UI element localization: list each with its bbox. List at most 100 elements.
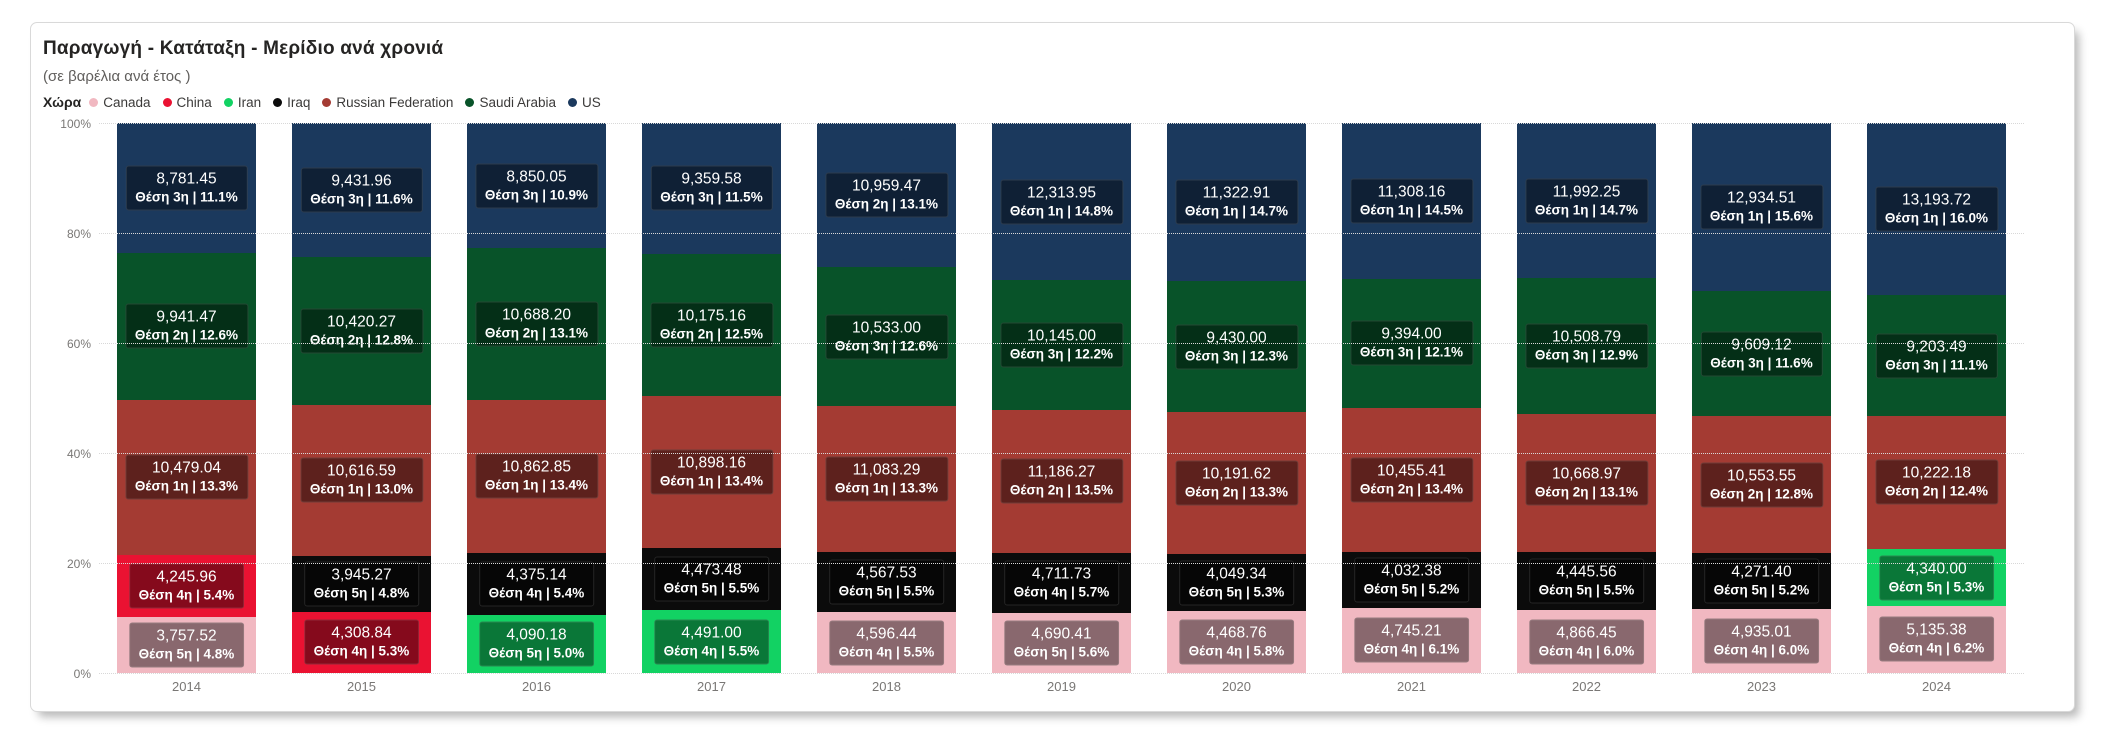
bar-segment-us-2024[interactable]: 13,193.72 Θέση 1η | 16.0% [1867, 123, 2006, 296]
bar-segment-iraq-2019[interactable]: 4,711.73 Θέση 4η | 5.7% [992, 552, 1131, 614]
bar-segment-iran-2017[interactable]: 4,491.00 Θέση 4η | 5.5% [642, 610, 781, 673]
bar-segment-iran-2016[interactable]: 4,090.18 Θέση 5η | 5.0% [467, 615, 606, 673]
bar-slot-2015: 4,308.84 Θέση 4η | 5.3% 3,945.27 Θέση 5η | … [274, 123, 449, 673]
segment-value-label: 4,049.34 [1206, 565, 1267, 582]
bar-segment-iraq-2017[interactable]: 4,473.48 Θέση 5η | 5.5% [642, 547, 781, 611]
segment-rank-label: Θέση 1η | 14.5% [1359, 202, 1464, 218]
bar-segment-saudi-arabia-2014[interactable]: 9,941.47 Θέση 2η | 12.6% [117, 252, 256, 400]
bar-segment-russian-federation-2017[interactable]: 10,898.16 Θέση 1η | 13.4% [642, 395, 781, 548]
bar-segment-us-2021[interactable]: 11,308.16 Θέση 1η | 14.5% [1342, 123, 1481, 279]
y-axis-label: 80% [66, 227, 91, 241]
segment-rank-label: Θέση 3η | 10.9% [484, 187, 589, 203]
bar-segment-canada-2020[interactable]: 4,468.76 Θέση 4η | 5.8% [1167, 610, 1306, 673]
bar-segment-russian-federation-2014[interactable]: 10,479.04 Θέση 1η | 13.3% [117, 399, 256, 555]
segment-value-label: 10,222.18 [1902, 464, 1971, 482]
segment-rank-label: Θέση 2η | 12.4% [1884, 483, 1989, 499]
segment-value-label: 4,935.01 [1731, 623, 1792, 641]
bar-segment-saudi-arabia-2019[interactable]: 10,145.00 Θέση 3η | 12.2% [992, 280, 1131, 410]
bar-segment-china-2014[interactable]: 4,245.96 Θέση 4η | 5.4% [117, 554, 256, 618]
bar-segment-us-2022[interactable]: 11,992.25 Θέση 1η | 14.7% [1517, 123, 1656, 279]
bar-segment-us-2019[interactable]: 12,313.95 Θέση 1η | 14.8% [992, 123, 1131, 281]
bar-segment-russian-federation-2015[interactable]: 10,616.59 Θέση 1η | 13.0% [292, 405, 431, 556]
bar-2024: 5,135.38 Θέση 4η | 6.2% 4,340.00 Θέση 5η | … [1867, 123, 2006, 673]
bar-segment-china-2015[interactable]: 4,308.84 Θέση 4η | 5.3% [292, 611, 431, 673]
segment-rank-label: Θέση 1η | 13.3% [834, 480, 939, 496]
bar-segment-saudi-arabia-2020[interactable]: 9,430.00 Θέση 3η | 12.3% [1167, 280, 1306, 413]
bar-segment-iraq-2022[interactable]: 4,445.56 Θέση 5η | 5.5% [1517, 552, 1656, 610]
legend: Χώρα Canada China Iran Iraq Russian Federati… [43, 94, 2060, 110]
bar-segment-saudi-arabia-2018[interactable]: 10,533.00 Θέση 3η | 12.6% [817, 267, 956, 407]
bar-segment-us-2017[interactable]: 9,359.58 Θέση 3η | 11.5% [642, 123, 781, 254]
bar-segment-russian-federation-2024[interactable]: 10,222.18 Θέση 2η | 12.4% [1867, 415, 2006, 550]
legend-label: Saudi Arabia [479, 94, 556, 110]
segment-value-label: 4,567.53 [856, 564, 917, 582]
segment-rank-label: Θέση 5η | 5.2% [1713, 582, 1810, 598]
bar-segment-us-2016[interactable]: 8,850.05 Θέση 3η | 10.9% [467, 123, 606, 249]
bar-segment-canada-2024[interactable]: 5,135.38 Θέση 4η | 6.2% [1867, 605, 2006, 673]
bar-segment-iraq-2015[interactable]: 3,945.27 Θέση 5η | 4.8% [292, 555, 431, 612]
bar-segment-russian-federation-2018[interactable]: 11,083.29 Θέση 1η | 13.3% [817, 406, 956, 553]
bar-slot-2024: 5,135.38 Θέση 4η | 6.2% 4,340.00 Θέση 5η | … [1849, 123, 2024, 673]
bar-segment-us-2023[interactable]: 12,934.51 Θέση 1η | 15.6% [1692, 123, 1831, 292]
segment-rank-label: Θέση 3η | 11.1% [135, 189, 238, 205]
bar-segment-saudi-arabia-2023[interactable]: 9,609.12 Θέση 3η | 11.6% [1692, 291, 1831, 417]
legend-item-canada[interactable]: Canada [89, 95, 151, 110]
bar-segment-canada-2018[interactable]: 4,596.44 Θέση 4η | 5.5% [817, 612, 956, 673]
bar-segment-canada-2014[interactable]: 3,757.52 Θέση 5η | 4.8% [117, 617, 256, 673]
x-axis-label-2020: 2020 [1222, 679, 1251, 694]
legend-item-iran[interactable]: Iran [223, 95, 261, 110]
bar-segment-iraq-2021[interactable]: 4,032.38 Θέση 5η | 5.2% [1342, 552, 1481, 608]
bar-segment-iraq-2016[interactable]: 4,375.14 Θέση 4η | 5.4% [467, 553, 606, 616]
segment-rank-label: Θέση 3η | 11.6% [1710, 355, 1813, 371]
segment-label-chip: 4,690.41 Θέση 5η | 5.6% [1003, 620, 1120, 666]
bar-segment-russian-federation-2022[interactable]: 10,668.97 Θέση 2η | 13.1% [1517, 414, 1656, 553]
bar-segment-iraq-2023[interactable]: 4,271.40 Θέση 5η | 5.2% [1692, 553, 1831, 609]
segment-rank-label: Θέση 4η | 5.8% [1188, 643, 1285, 659]
segment-rank-label: Θέση 3η | 12.2% [1009, 346, 1114, 362]
legend-item-saudi-arabia[interactable]: Saudi Arabia [465, 95, 556, 110]
bar-segment-saudi-arabia-2017[interactable]: 10,175.16 Θέση 2η | 12.5% [642, 253, 781, 396]
legend-item-us[interactable]: US [568, 95, 601, 110]
bar-segment-us-2015[interactable]: 9,431.96 Θέση 3η | 11.6% [292, 123, 431, 257]
segment-value-label: 9,359.58 [681, 170, 742, 188]
bar-segment-iran-2024[interactable]: 4,340.00 Θέση 5η | 5.3% [1867, 549, 2006, 606]
bar-segment-canada-2019[interactable]: 4,690.41 Θέση 5η | 5.6% [992, 613, 1131, 673]
segment-label-chip: 10,688.20 Θέση 2η | 13.1% [474, 301, 599, 347]
bar-segment-us-2020[interactable]: 11,322.91 Θέση 1η | 14.7% [1167, 123, 1306, 281]
segment-label-chip: 10,668.97 Θέση 2η | 13.1% [1524, 460, 1649, 506]
bar-segment-russian-federation-2020[interactable]: 10,191.62 Θέση 2η | 13.3% [1167, 412, 1306, 555]
legend-title: Χώρα [43, 94, 82, 110]
bar-segment-iraq-2018[interactable]: 4,567.53 Θέση 5η | 5.5% [817, 552, 956, 613]
legend-item-russian-federation[interactable]: Russian Federation [322, 95, 453, 110]
bar-segment-canada-2022[interactable]: 4,866.45 Θέση 4η | 6.0% [1517, 610, 1656, 673]
segment-value-label: 10,898.16 [677, 454, 746, 472]
bar-2021: 4,745.21 Θέση 4η | 6.1% 4,032.38 Θέση 5η | … [1342, 123, 1481, 673]
bar-segment-saudi-arabia-2016[interactable]: 10,688.20 Θέση 2η | 13.1% [467, 248, 606, 400]
bar-segment-us-2018[interactable]: 10,959.47 Θέση 2η | 13.1% [817, 123, 956, 268]
legend-item-iraq[interactable]: Iraq [273, 95, 310, 110]
bar-segment-saudi-arabia-2015[interactable]: 10,420.27 Θέση 2η | 12.8% [292, 257, 431, 405]
y-axis-label: 20% [66, 557, 91, 571]
bar-segment-canada-2021[interactable]: 4,745.21 Θέση 4η | 6.1% [1342, 607, 1481, 673]
bar-segment-russian-federation-2019[interactable]: 11,186.27 Θέση 2η | 13.5% [992, 409, 1131, 553]
legend-dot-us-icon [568, 97, 577, 107]
segment-value-label: 4,711.73 [1031, 565, 1092, 583]
bar-segment-saudi-arabia-2024[interactable]: 9,203.49 Θέση 3η | 11.1% [1867, 295, 2006, 416]
segment-rank-label: Θέση 4η | 5.4% [138, 587, 235, 603]
segment-rank-label: Θέση 4η | 5.7% [1013, 584, 1110, 600]
x-axis-label-2023: 2023 [1747, 679, 1776, 694]
bar-segment-saudi-arabia-2022[interactable]: 10,508.79 Θέση 3η | 12.9% [1517, 278, 1656, 415]
bar-segment-russian-federation-2021[interactable]: 10,455.41 Θέση 2η | 13.4% [1342, 408, 1481, 553]
segment-rank-label: Θέση 1η | 13.3% [134, 478, 239, 494]
y-axis-label: 0% [73, 667, 91, 681]
legend-item-china[interactable]: China [162, 95, 212, 110]
segment-label-chip: 10,175.16 Θέση 2η | 12.5% [649, 302, 774, 348]
bar-segment-canada-2023[interactable]: 4,935.01 Θέση 4η | 6.0% [1692, 608, 1831, 673]
segment-value-label: 4,375.14 [506, 566, 567, 584]
bar-segment-russian-federation-2023[interactable]: 10,553.55 Θέση 2η | 12.8% [1692, 416, 1831, 554]
bar-segment-us-2014[interactable]: 8,781.45 Θέση 3η | 11.1% [117, 123, 256, 253]
segment-rank-label: Θέση 4η | 6.0% [1538, 643, 1635, 658]
bar-segment-russian-federation-2016[interactable]: 10,862.85 Θέση 1η | 13.4% [467, 399, 606, 554]
bar-2020: 4,468.76 Θέση 4η | 5.8% 4,049.34 Θέση 5η | … [1167, 123, 1306, 673]
segment-label-chip: 4,468.76 Θέση 4η | 5.8% [1178, 619, 1295, 665]
